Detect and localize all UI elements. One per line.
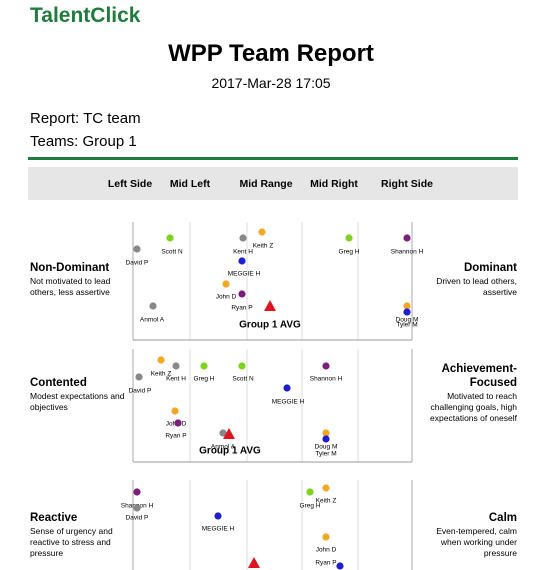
member-label: Ryan P: [315, 560, 336, 567]
member-label: David P: [126, 515, 149, 522]
left-desc: Sense of urgency and reactive to stress …: [30, 526, 113, 558]
member-dot: [306, 488, 314, 496]
right-title: Dominant: [463, 262, 517, 274]
divider: [28, 157, 518, 160]
member-label: John D: [316, 547, 337, 554]
member-label: Anmol A: [140, 317, 165, 324]
member-dot: [403, 302, 411, 310]
member-dot: [222, 280, 230, 288]
member-label: Tyler M: [396, 322, 417, 329]
right-desc: Even-tempered, calm when working under p…: [436, 526, 517, 558]
report-title: WPP Team Report: [168, 40, 374, 67]
teams-line: Teams: Group 1: [30, 133, 137, 150]
member-label: Shannon H: [391, 249, 424, 256]
member-label: John D: [216, 294, 237, 301]
member-dot: [345, 234, 353, 242]
left-title: Contented: [30, 377, 87, 389]
left-desc: Not motivated to lead others, less asser…: [30, 276, 111, 297]
column-header: Mid Left: [170, 178, 211, 190]
member-dot: [174, 419, 182, 427]
logo: TalentClick: [30, 4, 141, 27]
member-label: Ryan P: [231, 305, 252, 312]
right-title: Calm: [488, 512, 517, 524]
group-average-marker: [264, 300, 276, 311]
member-dot: [219, 429, 227, 437]
left-desc: Modest expectations and objectives: [30, 391, 125, 412]
group-average-label: Group 1 AVG: [239, 320, 301, 331]
member-label: Scott N: [161, 249, 183, 256]
member-label: Greg H: [300, 503, 321, 510]
member-dot: [322, 362, 330, 370]
member-dot: [239, 234, 247, 242]
member-label: Shannon H: [310, 376, 343, 383]
member-dot: [403, 308, 411, 316]
right-desc: Motivated to reach challenging goals, hi…: [430, 391, 517, 423]
left-title: Non-Dominant: [30, 262, 110, 274]
member-dot: [166, 234, 174, 242]
member-dot: [238, 362, 246, 370]
member-label: MEGGIE H: [202, 526, 235, 533]
member-dot: [403, 234, 411, 242]
report-datetime: 2017-Mar-28 17:05: [211, 75, 331, 91]
member-label: Keith Z: [316, 498, 337, 505]
column-header: Left Side: [108, 178, 152, 190]
member-label: MEGGIE H: [272, 399, 305, 406]
column-header: Mid Right: [310, 178, 358, 190]
group-average-label: Group 1 AVG: [199, 446, 261, 457]
member-label: MEGGIE H: [228, 271, 261, 278]
member-label: Kent H: [166, 376, 186, 383]
member-dot: [322, 484, 330, 492]
column-header-band: [28, 167, 518, 200]
member-label: Ryan P: [165, 433, 186, 440]
member-dot: [171, 407, 179, 415]
member-label: Keith Z: [253, 243, 274, 250]
member-dot: [322, 429, 330, 437]
member-label: Keith Z: [151, 371, 172, 378]
column-header: Right Side: [381, 178, 433, 190]
member-dot: [157, 356, 165, 364]
group-average-marker: [248, 557, 260, 568]
member-dot: [200, 362, 208, 370]
member-label: Doug M: [396, 317, 419, 324]
member-label: David P: [129, 388, 152, 395]
member-dot: [133, 488, 141, 496]
left-title: Reactive: [30, 512, 78, 524]
member-dot: [149, 302, 157, 310]
member-dot: [135, 373, 143, 381]
column-header: Mid Range: [239, 178, 292, 190]
member-label: Tyler M: [315, 451, 336, 458]
member-dot: [322, 435, 330, 443]
right-desc: Driven to lead others, assertive: [436, 276, 517, 297]
member-dot: [238, 257, 246, 265]
member-label: Scott N: [232, 376, 254, 383]
member-label: David P: [126, 260, 149, 267]
member-dot: [133, 504, 141, 512]
member-dot: [172, 362, 180, 370]
member-label: Doug M: [315, 444, 338, 451]
group-average-marker: [223, 428, 235, 439]
member-dot: [322, 533, 330, 541]
member-label: Greg H: [339, 249, 360, 256]
member-label: Anmol A: [211, 444, 236, 451]
right-title: Achievement-Focused: [441, 363, 517, 389]
member-dot: [133, 245, 141, 253]
report-line: Report: TC team: [30, 110, 141, 127]
member-dot: [283, 384, 291, 392]
member-dot: [258, 228, 266, 236]
member-dot: [214, 512, 222, 520]
member-label: Greg H: [194, 376, 215, 383]
member-label: Kent H: [233, 249, 253, 256]
member-dot: [336, 562, 344, 570]
member-dot: [238, 290, 246, 298]
